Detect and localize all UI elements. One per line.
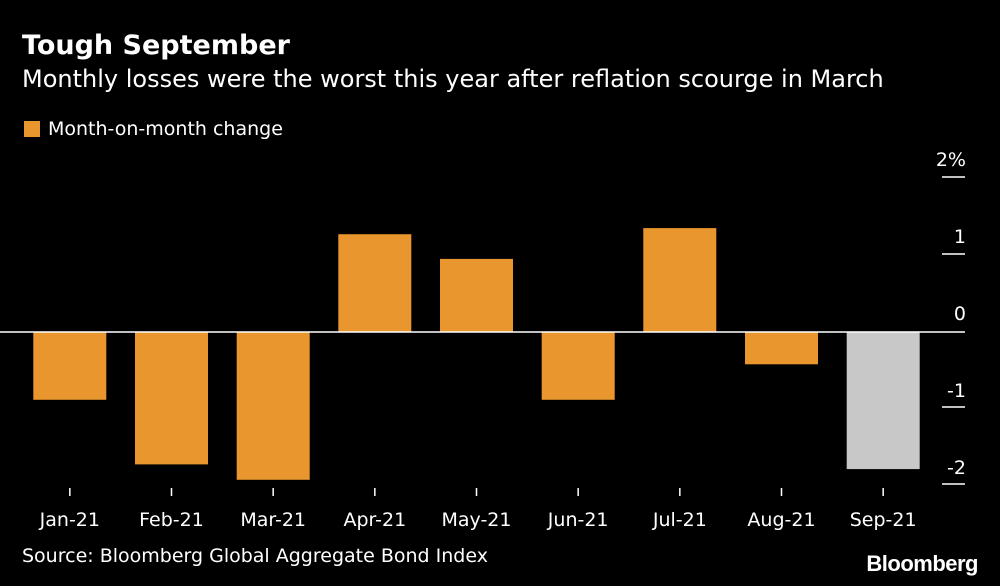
bar-mar-21 — [236, 332, 310, 480]
bar-jul-21 — [643, 228, 717, 332]
bar-sep-21 — [846, 332, 920, 470]
chart-title: Tough September — [22, 30, 290, 61]
x-tick-label: Apr-21 — [343, 509, 406, 531]
bar-may-21 — [440, 258, 513, 332]
brand-logo: Bloomberg — [866, 551, 978, 576]
bar-aug-21 — [745, 332, 818, 365]
y-tick-label: -2 — [947, 457, 966, 479]
x-tick-label: Jun-21 — [547, 509, 609, 531]
x-tick-label: Aug-21 — [747, 509, 815, 531]
legend-label: Month-on-month change — [48, 118, 283, 140]
bar-jan-21 — [33, 332, 107, 400]
x-tick-label: May-21 — [442, 509, 512, 531]
x-tick-label: Feb-21 — [139, 509, 204, 531]
legend-swatch — [24, 121, 40, 137]
y-tick-label: 2% — [936, 149, 966, 171]
bar-feb-21 — [135, 332, 208, 465]
y-tick-label: 1 — [954, 226, 966, 248]
chart-subtitle: Monthly losses were the worst this year … — [22, 65, 884, 93]
x-tick-label: Sep-21 — [850, 509, 917, 531]
bar-jun-21 — [541, 332, 615, 400]
legend: Month-on-month change — [24, 118, 283, 140]
x-tick-label: Jul-21 — [652, 509, 707, 531]
y-tick-label: 0 — [954, 303, 966, 325]
y-tick-label: -1 — [947, 380, 966, 402]
x-tick-label: Mar-21 — [240, 509, 306, 531]
bar-apr-21 — [338, 234, 412, 332]
x-tick-label: Jan-21 — [39, 509, 100, 531]
source-note: Source: Bloomberg Global Aggregate Bond … — [22, 545, 488, 567]
